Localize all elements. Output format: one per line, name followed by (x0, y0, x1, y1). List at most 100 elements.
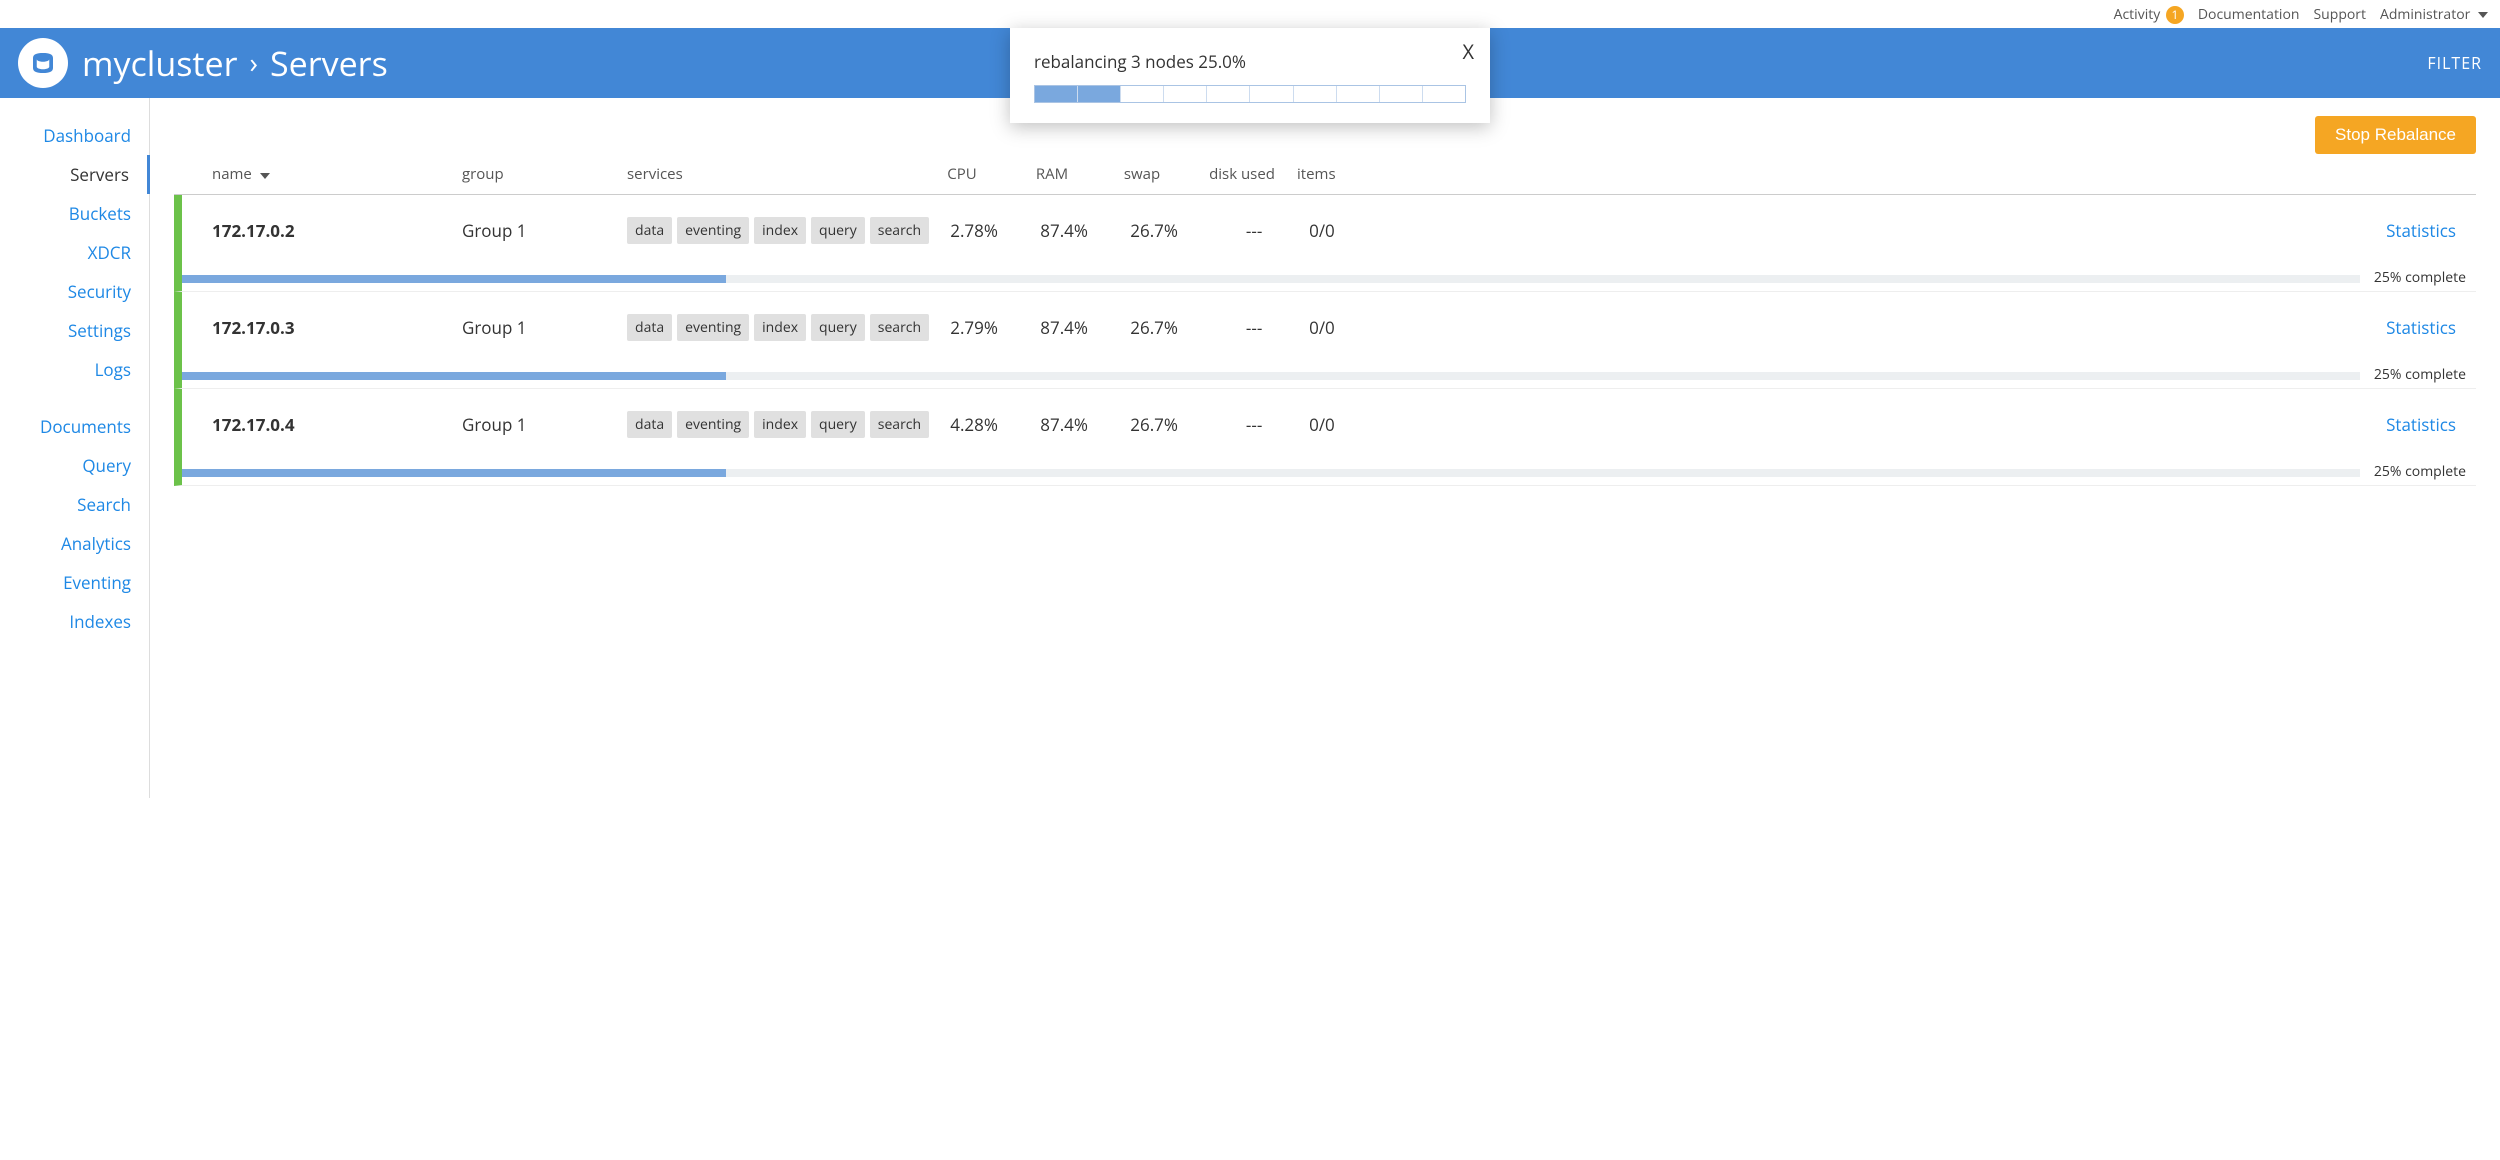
sidebar-item-query[interactable]: Query (0, 446, 149, 485)
rebalance-progress-popup: X rebalancing 3 nodes 25.0% (1010, 28, 1490, 123)
progress-label: 25% complete (2360, 266, 2476, 291)
server-cpu: 2.79% (929, 316, 1019, 339)
service-tag-query: query (811, 314, 865, 341)
server-disk: --- (1199, 413, 1309, 436)
activity-count-badge: 1 (2166, 6, 2184, 24)
server-ram: 87.4% (1019, 316, 1109, 339)
close-icon[interactable]: X (1462, 38, 1474, 65)
sidebar-item-settings[interactable]: Settings (0, 311, 149, 350)
stop-rebalance-button[interactable]: Stop Rebalance (2315, 116, 2476, 154)
server-swap: 26.7% (1109, 219, 1199, 242)
progress-bar-fill (182, 372, 726, 380)
main-layout: DashboardServersBucketsXDCRSecuritySetti… (0, 98, 2500, 798)
service-tag-eventing: eventing (677, 217, 749, 244)
support-link[interactable]: Support (2313, 5, 2366, 24)
service-tag-index: index (754, 411, 806, 438)
progress-segment (1250, 86, 1293, 102)
sidebar-item-xdcr[interactable]: XDCR (0, 233, 149, 272)
service-tag-search: search (870, 314, 929, 341)
server-row[interactable]: 172.17.0.2Group 1dataeventingindexquerys… (174, 195, 2476, 292)
breadcrumb: mycluster › Servers (82, 40, 388, 86)
progress-bar-track (182, 469, 2360, 477)
servers-table-body: 172.17.0.2Group 1dataeventingindexquerys… (174, 195, 2476, 486)
administrator-menu[interactable]: Administrator (2380, 5, 2488, 24)
column-header-items[interactable]: items (1297, 164, 1387, 184)
activity-link[interactable]: Activity 1 (2114, 5, 2184, 24)
service-tag-data: data (627, 411, 672, 438)
progress-segment (1423, 86, 1465, 102)
service-tag-search: search (870, 217, 929, 244)
server-progress: 25% complete (182, 460, 2476, 485)
server-row[interactable]: 172.17.0.3Group 1dataeventingindexquerys… (174, 292, 2476, 389)
chevron-down-icon (2478, 12, 2488, 18)
progress-segment (1164, 86, 1207, 102)
couchbase-logo-icon (28, 48, 58, 78)
column-header-cpu[interactable]: CPU (917, 164, 1007, 184)
server-services: dataeventingindexquerysearch (627, 411, 929, 438)
servers-table-header: name group services CPU RAM swap disk us… (174, 164, 2476, 195)
top-utility-bar: Activity 1 Documentation Support Adminis… (0, 0, 2500, 28)
filter-button[interactable]: FILTER (2427, 52, 2482, 74)
server-group: Group 1 (462, 316, 627, 339)
sidebar-item-indexes[interactable]: Indexes (0, 602, 149, 641)
server-swap: 26.7% (1109, 316, 1199, 339)
server-cpu: 4.28% (929, 413, 1019, 436)
sidebar-item-logs[interactable]: Logs (0, 350, 149, 389)
progress-segment (1207, 86, 1250, 102)
sort-caret-icon (260, 173, 270, 179)
server-disk: --- (1199, 219, 1309, 242)
rebalance-progress-bar (1034, 85, 1466, 103)
server-progress: 25% complete (182, 363, 2476, 388)
column-header-ram[interactable]: RAM (1007, 164, 1097, 184)
service-tag-data: data (627, 314, 672, 341)
progress-label: 25% complete (2360, 460, 2476, 485)
progress-segment (1121, 86, 1164, 102)
administrator-label: Administrator (2380, 5, 2470, 24)
sidebar-item-search[interactable]: Search (0, 485, 149, 524)
server-progress: 25% complete (182, 266, 2476, 291)
sidebar-item-analytics[interactable]: Analytics (0, 524, 149, 563)
sidebar-item-eventing[interactable]: Eventing (0, 563, 149, 602)
sidebar-item-servers[interactable]: Servers (0, 155, 150, 194)
logo-icon (18, 38, 68, 88)
service-tag-data: data (627, 217, 672, 244)
service-tag-index: index (754, 217, 806, 244)
chevron-right-icon: › (250, 44, 258, 82)
service-tag-index: index (754, 314, 806, 341)
cluster-name[interactable]: mycluster (82, 40, 238, 86)
server-swap: 26.7% (1109, 413, 1199, 436)
server-name: 172.17.0.4 (212, 413, 462, 436)
progress-segment (1337, 86, 1380, 102)
server-group: Group 1 (462, 219, 627, 242)
server-services: dataeventingindexquerysearch (627, 217, 929, 244)
column-header-name[interactable]: name (212, 164, 462, 184)
server-name: 172.17.0.3 (212, 316, 462, 339)
column-header-disk[interactable]: disk used (1187, 164, 1297, 184)
progress-bar-track (182, 372, 2360, 380)
server-items: 0/0 (1309, 413, 1399, 436)
column-header-group[interactable]: group (462, 164, 627, 184)
server-row[interactable]: 172.17.0.4Group 1dataeventingindexquerys… (174, 389, 2476, 486)
progress-bar-fill (182, 275, 726, 283)
service-tag-search: search (870, 411, 929, 438)
statistics-link[interactable]: Statistics (2386, 219, 2456, 242)
service-tag-eventing: eventing (677, 314, 749, 341)
statistics-link[interactable]: Statistics (2386, 413, 2456, 436)
sidebar-nav: DashboardServersBucketsXDCRSecuritySetti… (0, 98, 150, 798)
progress-segment (1294, 86, 1337, 102)
server-row-main: 172.17.0.3Group 1dataeventingindexquerys… (182, 292, 2476, 363)
statistics-link[interactable]: Statistics (2386, 316, 2456, 339)
sidebar-item-documents[interactable]: Documents (0, 407, 149, 446)
column-header-swap[interactable]: swap (1097, 164, 1187, 184)
column-header-services[interactable]: services (627, 164, 917, 184)
progress-label: 25% complete (2360, 363, 2476, 388)
sidebar-item-buckets[interactable]: Buckets (0, 194, 149, 233)
server-row-main: 172.17.0.2Group 1dataeventingindexquerys… (182, 195, 2476, 266)
documentation-link[interactable]: Documentation (2198, 5, 2300, 24)
progress-segment (1035, 86, 1078, 102)
activity-label: Activity (2114, 5, 2161, 24)
progress-bar-track (182, 275, 2360, 283)
server-ram: 87.4% (1019, 413, 1109, 436)
sidebar-item-security[interactable]: Security (0, 272, 149, 311)
sidebar-item-dashboard[interactable]: Dashboard (0, 116, 149, 155)
